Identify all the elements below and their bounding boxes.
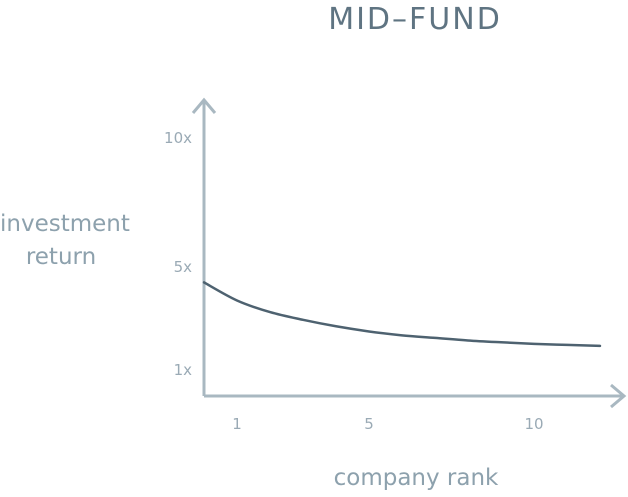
x-tick-label: 10: [524, 415, 543, 433]
y-tick-label: 1x: [174, 361, 193, 379]
y-axis-label: investment return: [0, 211, 130, 270]
axes: [191, 97, 627, 409]
y-axis-arrow-icon: [191, 97, 217, 114]
x-axis-label: company rank: [333, 465, 499, 491]
chart-title: MID–FUND: [328, 2, 502, 37]
y-tick-label: 5x: [174, 258, 193, 276]
x-tick-label: 1: [232, 415, 242, 433]
y-tick-label: 10x: [164, 129, 192, 147]
series-line: [202, 281, 602, 348]
x-axis-arrow-icon: [610, 383, 627, 409]
x-tick-label: 5: [364, 415, 374, 433]
ticks: 1 5 10 1x 5x 10x: [164, 129, 544, 433]
